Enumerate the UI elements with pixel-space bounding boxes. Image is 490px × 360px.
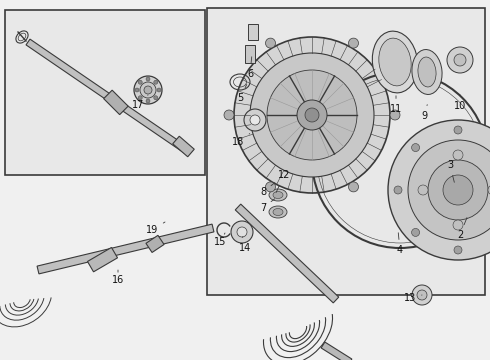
Bar <box>245 45 255 63</box>
Circle shape <box>305 108 319 122</box>
Circle shape <box>266 182 275 192</box>
Circle shape <box>443 175 473 205</box>
Circle shape <box>297 100 327 130</box>
Circle shape <box>417 290 427 300</box>
Circle shape <box>146 77 150 81</box>
Circle shape <box>412 229 419 237</box>
Circle shape <box>146 99 150 103</box>
Circle shape <box>453 150 463 160</box>
Text: 9: 9 <box>421 105 427 121</box>
Text: 10: 10 <box>454 95 466 111</box>
Text: 4: 4 <box>397 233 403 255</box>
Ellipse shape <box>372 31 417 93</box>
Bar <box>248 24 258 40</box>
Text: 8: 8 <box>260 183 275 197</box>
Text: 12: 12 <box>276 170 290 193</box>
Ellipse shape <box>379 38 411 86</box>
Ellipse shape <box>269 189 287 201</box>
Bar <box>207 8 485 295</box>
Ellipse shape <box>273 208 283 216</box>
Circle shape <box>348 182 359 192</box>
Ellipse shape <box>273 192 283 198</box>
Polygon shape <box>146 235 164 252</box>
Circle shape <box>412 285 432 305</box>
Circle shape <box>394 186 402 194</box>
Polygon shape <box>37 224 214 274</box>
Polygon shape <box>104 90 128 114</box>
Circle shape <box>250 53 374 177</box>
Text: 5: 5 <box>237 85 247 103</box>
Polygon shape <box>26 39 188 153</box>
Circle shape <box>454 246 462 254</box>
Circle shape <box>408 140 490 240</box>
Circle shape <box>488 185 490 195</box>
Text: 11: 11 <box>390 96 402 114</box>
Circle shape <box>418 185 428 195</box>
Text: 1: 1 <box>0 359 1 360</box>
Circle shape <box>428 160 488 220</box>
Text: 6: 6 <box>247 57 253 79</box>
Polygon shape <box>88 247 118 272</box>
Text: 2: 2 <box>457 217 467 240</box>
Circle shape <box>140 82 156 98</box>
Circle shape <box>144 86 152 94</box>
Text: 15: 15 <box>214 233 226 247</box>
Circle shape <box>453 220 463 230</box>
Text: 17: 17 <box>132 95 148 110</box>
Circle shape <box>388 120 490 260</box>
Circle shape <box>231 221 253 243</box>
Polygon shape <box>235 204 339 303</box>
Ellipse shape <box>412 50 442 94</box>
Circle shape <box>138 80 142 84</box>
Circle shape <box>447 47 473 73</box>
Polygon shape <box>321 342 352 360</box>
Text: 14: 14 <box>239 237 251 253</box>
Text: 18: 18 <box>232 134 250 147</box>
Circle shape <box>135 88 139 92</box>
Circle shape <box>154 80 158 84</box>
Text: 19: 19 <box>146 222 165 235</box>
Text: 16: 16 <box>112 270 124 285</box>
Circle shape <box>390 110 400 120</box>
Ellipse shape <box>418 57 436 87</box>
Circle shape <box>244 109 266 131</box>
Circle shape <box>250 115 260 125</box>
Bar <box>5 10 205 175</box>
Text: 3: 3 <box>447 160 454 182</box>
Text: 13: 13 <box>404 293 422 303</box>
Circle shape <box>157 88 161 92</box>
Circle shape <box>224 110 234 120</box>
Ellipse shape <box>269 206 287 218</box>
Circle shape <box>412 144 419 152</box>
Circle shape <box>154 96 158 100</box>
Text: 7: 7 <box>260 199 275 213</box>
Circle shape <box>454 54 466 66</box>
Circle shape <box>234 37 390 193</box>
Circle shape <box>266 38 275 48</box>
Circle shape <box>237 227 247 237</box>
Polygon shape <box>173 136 194 157</box>
Circle shape <box>454 126 462 134</box>
Circle shape <box>138 96 142 100</box>
Circle shape <box>267 70 357 160</box>
Circle shape <box>134 76 162 104</box>
Circle shape <box>348 38 359 48</box>
